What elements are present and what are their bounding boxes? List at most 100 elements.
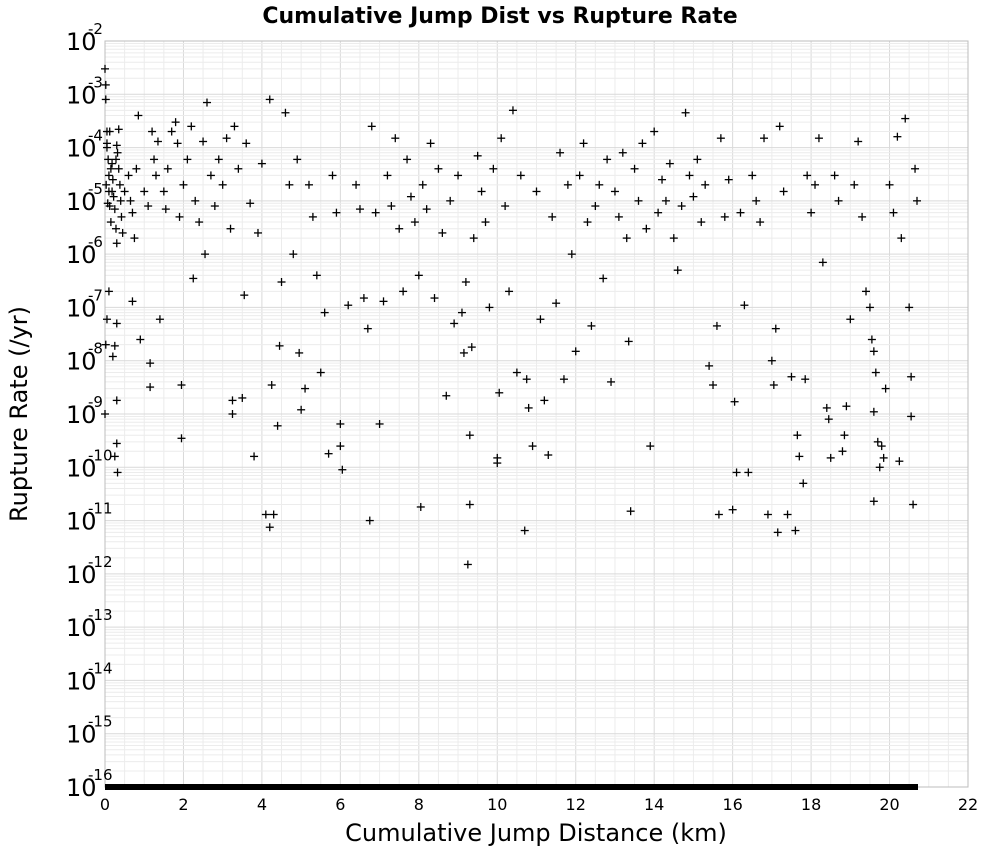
data-point (583, 218, 592, 227)
data-point (108, 187, 117, 196)
data-point (469, 234, 478, 243)
data-point (893, 132, 902, 141)
x-tick-label: 6 (335, 795, 345, 814)
data-point (493, 459, 502, 468)
data-point (897, 234, 906, 243)
data-point (257, 159, 266, 168)
data-point (222, 134, 231, 143)
data-point (108, 352, 117, 361)
data-point (295, 348, 304, 357)
data-point (102, 180, 111, 189)
data-point (459, 348, 468, 357)
x-tick-label: 16 (722, 795, 742, 814)
y-tick-label: 10 (66, 721, 97, 749)
data-point (101, 410, 109, 418)
data-point (201, 250, 210, 259)
data-point (277, 278, 286, 287)
data-point (104, 155, 113, 164)
data-point (497, 134, 506, 143)
data-point (512, 368, 521, 377)
data-point (108, 175, 117, 184)
data-point (336, 419, 345, 428)
data-point (850, 180, 859, 189)
data-point (206, 171, 215, 180)
y-tick-label: 10 (66, 667, 97, 695)
data-point (365, 516, 374, 525)
data-point (399, 287, 408, 296)
data-point (228, 396, 237, 405)
data-point (308, 212, 317, 221)
data-point (106, 218, 115, 227)
data-point (114, 164, 123, 173)
data-point (106, 164, 115, 173)
data-point (289, 250, 298, 259)
data-point (103, 199, 112, 208)
grid-lines (104, 41, 969, 788)
data-point (112, 141, 121, 150)
data-point (720, 212, 729, 221)
y-tick-exponent: -5 (88, 180, 103, 198)
x-tick-label: 0 (100, 795, 110, 814)
data-point (140, 187, 149, 196)
data-point (495, 388, 504, 397)
y-tick-exponent: -12 (88, 553, 113, 571)
data-point (522, 375, 531, 384)
data-point (159, 187, 168, 196)
data-point (261, 510, 270, 519)
y-tick-label: 10 (66, 348, 97, 376)
x-tick-label: 12 (566, 795, 586, 814)
y-tick-exponent: -11 (88, 500, 113, 518)
y-tick-exponent: -14 (88, 659, 113, 677)
data-point (281, 108, 290, 117)
data-point (638, 139, 647, 148)
data-point (830, 171, 839, 180)
data-point (105, 127, 114, 136)
data-point (102, 315, 111, 324)
data-point (879, 453, 888, 462)
data-point (238, 393, 247, 402)
data-point (130, 234, 139, 243)
data-point (544, 451, 553, 460)
data-point (669, 234, 678, 243)
data-point (132, 164, 141, 173)
data-point (355, 205, 364, 214)
data-point (387, 202, 396, 211)
y-tick-exponent: -3 (88, 73, 103, 91)
data-point (528, 442, 537, 451)
y-tick-exponent: -9 (88, 393, 103, 411)
data-point (375, 419, 384, 428)
data-point (371, 208, 380, 217)
data-point (885, 180, 894, 189)
data-point (913, 196, 922, 205)
data-point (163, 164, 172, 173)
data-point (911, 164, 920, 173)
data-point (395, 224, 404, 233)
data-point (481, 218, 490, 227)
data-point (173, 139, 182, 148)
x-tick-label: 2 (178, 795, 188, 814)
data-point (705, 361, 714, 370)
data-point (693, 155, 702, 164)
data-point (875, 463, 884, 472)
data-point (195, 218, 204, 227)
y-tick-exponent: -4 (88, 127, 103, 145)
data-point (391, 134, 400, 143)
data-point (324, 449, 333, 458)
data-points (101, 64, 922, 569)
data-point (214, 155, 223, 164)
data-point (701, 180, 710, 189)
data-point (807, 208, 816, 217)
data-point (101, 340, 110, 349)
data-point (191, 196, 200, 205)
x-tick-label: 4 (257, 795, 267, 814)
data-point (161, 205, 170, 214)
data-point (712, 321, 721, 330)
data-point (275, 341, 284, 350)
data-point (756, 218, 765, 227)
data-point (269, 510, 278, 519)
data-point (128, 297, 137, 306)
data-point (332, 208, 341, 217)
data-point (814, 134, 823, 143)
data-point (109, 192, 118, 201)
data-point (901, 114, 910, 123)
